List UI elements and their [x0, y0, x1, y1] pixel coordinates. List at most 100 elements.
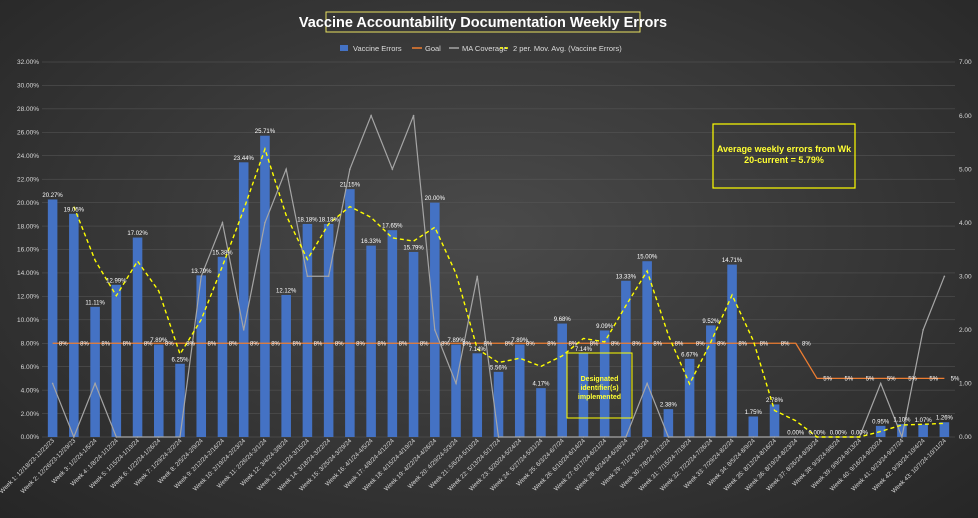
ma-coverage-point: [370, 114, 372, 117]
bar-data-label: 7.89%: [448, 338, 466, 344]
ma-coverage-point: [434, 329, 436, 331]
bar-data-label: 0.95%: [872, 419, 890, 425]
bar: [939, 422, 950, 437]
bar: [472, 353, 483, 437]
bar: [196, 275, 207, 437]
goal-data-label: 8%: [738, 341, 747, 347]
y-left-tick-label: 26.00%: [17, 130, 39, 137]
bar: [260, 135, 270, 437]
bar: [897, 424, 907, 437]
y-left-tick-label: 24.00%: [17, 153, 39, 160]
goal-data-label: 8%: [462, 341, 471, 347]
ma-coverage-point: [412, 114, 415, 117]
goal-data-label: 8%: [250, 341, 259, 347]
y-left-tick-label: 6.00%: [21, 364, 40, 371]
goal-data-label: 8%: [229, 341, 238, 347]
y-right-tick-label: 6.00: [959, 113, 972, 120]
y-left-tick-label: 4.00%: [21, 387, 40, 394]
bar: [345, 189, 355, 437]
bar-data-label: 18.18%: [318, 217, 339, 223]
y-left-tick-label: 28.00%: [17, 106, 39, 113]
goal-data-label: 8%: [505, 341, 514, 347]
goal-data-label: 8%: [484, 341, 493, 347]
bar: [748, 416, 759, 437]
ma-coverage-point: [51, 382, 54, 385]
bar-data-labels: 20.27% 19.05% 11.11% 12.99% 17.02% 7.89% 6.25%…: [42, 129, 953, 436]
goal-data-label: 8%: [526, 341, 535, 347]
ma-coverage-point: [710, 436, 712, 438]
bar-data-label: 15.00%: [637, 255, 658, 261]
bar: [366, 245, 376, 437]
ma-coverage-point: [285, 168, 287, 170]
ma-coverage-point: [794, 436, 797, 438]
bar: [323, 223, 334, 437]
ma-coverage-point: [582, 436, 585, 438]
ma-coverage-point: [922, 329, 924, 331]
y-right-tick-label: 5.00: [959, 166, 972, 173]
bar: [578, 353, 589, 437]
y-right-tick-label: 4.00: [959, 220, 972, 227]
goal-data-label: 5%: [908, 377, 917, 383]
bar-data-label: 4.17%: [532, 382, 550, 388]
legend-label-goal: Goal: [425, 44, 441, 53]
bar: [706, 325, 716, 437]
bar: [69, 213, 79, 437]
moving-average-line: [73, 146, 945, 438]
ma-coverage-point: [136, 436, 139, 438]
bar: [727, 264, 737, 437]
goal-data-label: 8%: [123, 341, 132, 347]
bar-data-label: 7.89%: [150, 338, 168, 344]
goal-data-label: 5%: [929, 377, 938, 383]
goal-data-label: 8%: [547, 341, 556, 347]
bar: [217, 256, 228, 437]
bar-data-label: 5.56%: [490, 365, 508, 371]
y-right-tick-label: 3.00: [959, 273, 972, 280]
legend-label-ma-coverage: MA Coverage: [462, 44, 507, 53]
ma-coverage-point: [221, 221, 224, 224]
bar-data-label: 6.67%: [681, 352, 699, 358]
chart-title-group: Vaccine Accountability Documentation Wee…: [299, 11, 667, 33]
bar: [451, 344, 461, 437]
ma-coverage-point: [179, 436, 181, 438]
chart-title: Vaccine Accountability Documentation Wee…: [299, 15, 667, 31]
ma-coverage-point: [327, 275, 330, 278]
goal-data-label: 5%: [951, 377, 960, 383]
goal-data-label: 8%: [314, 341, 323, 347]
bar-data-label: 1.10%: [893, 418, 911, 424]
goal-data-label: 8%: [377, 341, 386, 347]
bar: [281, 294, 291, 437]
bar-series-vaccine-errors: [47, 135, 950, 437]
bar-data-label: 6.25%: [172, 357, 190, 363]
y-left-tick-label: 18.00%: [17, 223, 39, 230]
bar: [154, 344, 164, 437]
y-left-tick-label: 10.00%: [17, 317, 39, 324]
y-right-tick-label: 0.00: [959, 434, 972, 441]
ma-coverage-point: [306, 275, 309, 278]
bar-data-label: 7.14%: [575, 347, 593, 353]
bar-data-label: 2.78%: [766, 398, 784, 404]
bar-data-label: 18.18%: [297, 217, 318, 223]
goal-data-label: 5%: [845, 377, 854, 383]
goal-data-label: 8%: [165, 341, 174, 347]
bar-data-label: 20.27%: [42, 193, 63, 199]
ma-coverage-point: [752, 436, 755, 438]
ma-coverage-point: [242, 329, 245, 331]
ma-coverage-point: [391, 168, 394, 170]
bar: [111, 284, 122, 437]
ma-coverage-point: [773, 436, 776, 438]
goal-data-label: 5%: [887, 377, 896, 383]
bar-data-label: 2.38%: [660, 403, 678, 409]
ma-coverage-point: [646, 382, 648, 385]
goal-data-label: 8%: [208, 341, 217, 347]
goal-data-label: 8%: [80, 341, 89, 347]
chart-legend: Vaccine Errors Goal MA Coverage 2 per. Mov.…: [340, 44, 622, 53]
goal-data-label: 8%: [760, 341, 769, 347]
bar: [514, 344, 525, 437]
y-left-tick-label: 8.00%: [21, 340, 40, 347]
bar-data-label: 13.33%: [616, 274, 637, 280]
ma-coverage-point: [625, 436, 627, 438]
bar: [175, 363, 185, 437]
y-left-tick-label: 0.00%: [21, 434, 40, 441]
bar: [408, 251, 419, 437]
